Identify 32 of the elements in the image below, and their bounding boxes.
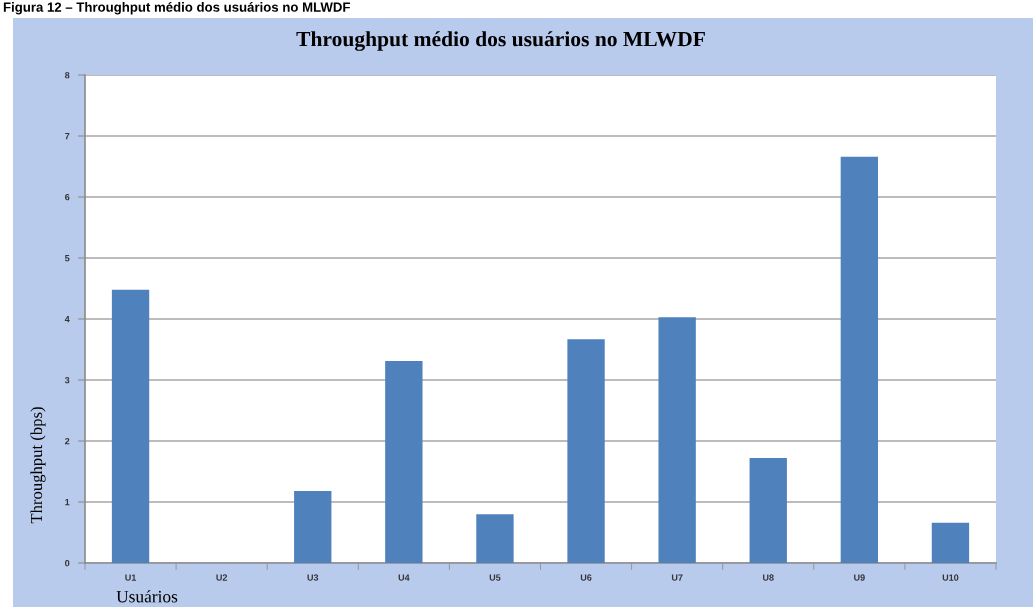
x-tick-label: U7	[671, 574, 683, 581]
bar	[476, 514, 514, 563]
y-tick-label: 0	[65, 559, 70, 567]
bar	[749, 458, 787, 563]
x-tick-label: U2	[216, 574, 228, 581]
x-axis-title: Usuários	[116, 590, 178, 603]
text: Figura 12 – Throughput médio dos usuários no MLWDF	[3, 2, 350, 15]
x-tick-label: U9	[854, 574, 865, 581]
y-tick-label: 5	[64, 255, 70, 262]
x-tick-label: U6	[580, 574, 592, 581]
y-tick-label: 6	[65, 193, 70, 201]
y-axis-title: Throughput (bps)	[30, 407, 46, 524]
y-tick-label: 3	[64, 376, 70, 384]
bar	[567, 339, 605, 563]
bar	[840, 156, 879, 563]
y-tick-label: 2	[65, 437, 70, 445]
y-tick-label: 4	[64, 316, 70, 323]
x-tick-label: U10	[942, 574, 959, 581]
bar	[294, 491, 332, 563]
y-tick-label: 1	[65, 499, 70, 506]
x-tick-label: U5	[489, 574, 501, 581]
bar	[931, 522, 970, 563]
x-tick-label: U3	[307, 574, 319, 581]
bar	[658, 317, 696, 563]
y-tick-label: 7	[65, 133, 70, 140]
x-tick-label: U8	[763, 574, 774, 581]
bar	[111, 289, 150, 563]
chart-title: Throughput médio dos usuários no MLWDF	[296, 31, 705, 51]
x-tick-label: U4	[398, 574, 410, 581]
bar	[385, 361, 423, 563]
x-tick-label: U1	[125, 574, 137, 581]
y-tick-label: 8	[64, 71, 70, 79]
